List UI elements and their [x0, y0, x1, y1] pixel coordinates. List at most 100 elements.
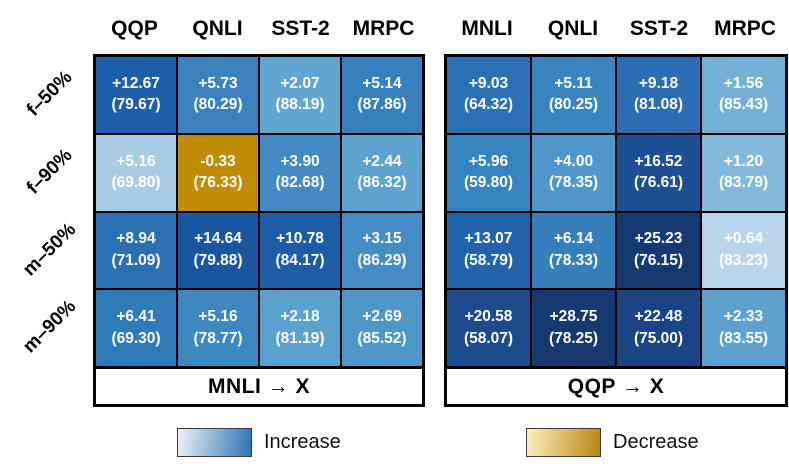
heatmap-cell: +3.15 (86.29): [342, 212, 422, 289]
heatmap-cell: +2.18 (81.19): [260, 290, 340, 366]
cell-accuracy: (58.07): [463, 329, 514, 347]
cell-accuracy: (87.86): [357, 96, 407, 114]
heatmap-cell: +5.16 (69.80): [96, 134, 176, 211]
heatmap-cell: +6.41 (69.30): [96, 290, 176, 366]
column-header: QNLI: [547, 17, 599, 40]
heatmap-cell: -0.33 (76.33): [178, 134, 258, 211]
cell-delta: +28.75: [549, 308, 598, 326]
cell-delta: +2.69: [362, 308, 402, 326]
cell-delta: +1.56: [723, 74, 764, 92]
cell-accuracy: (79.67): [111, 96, 161, 114]
cell-accuracy: (75.00): [633, 329, 684, 347]
cell-accuracy: (78.35): [548, 174, 599, 192]
legend-increase-label: Increase: [264, 431, 341, 453]
column-headers: MNLI QNLI SST-2 MRPC: [444, 8, 788, 50]
column-header: MRPC: [714, 17, 776, 40]
heatmap-cell: +5.96 (59.80): [447, 134, 530, 211]
cell-delta: +20.58: [464, 308, 513, 326]
heatmap-cell: +14.64 (79.88): [178, 212, 258, 289]
panel-title-band: MNLI → X: [93, 369, 425, 407]
cell-accuracy: (78.77): [193, 329, 243, 347]
cell-accuracy: (85.43): [718, 96, 769, 114]
heatmap-cell: +2.33 (83.55): [702, 290, 785, 366]
heatmap-cell: +9.18 (81.08): [617, 57, 700, 133]
cell-accuracy: (80.25): [548, 96, 599, 114]
cell-delta: +3.90: [280, 152, 320, 170]
cell-delta: -0.33: [200, 152, 236, 170]
heatmap-cell: +22.48 (75.00): [617, 290, 700, 366]
cell-accuracy: (84.17): [275, 251, 325, 269]
cell-accuracy: (80.29): [193, 96, 243, 114]
heatmap-cell: +13.07 (58.79): [447, 212, 530, 289]
cell-accuracy: (64.32): [463, 96, 514, 114]
cell-accuracy: (59.80): [463, 174, 514, 192]
column-header: QNLI: [192, 17, 243, 40]
cell-delta: +25.23: [634, 230, 683, 248]
cell-accuracy: (76.33): [193, 174, 243, 192]
cell-delta: +16.52: [634, 152, 683, 170]
decrease-gradient-swatch: [526, 428, 601, 457]
cell-accuracy: (76.15): [633, 251, 684, 269]
column-headers: QQP QNLI SST-2 MRPC: [93, 8, 425, 50]
cell-delta: +0.64: [723, 230, 764, 248]
cell-accuracy: (78.25): [548, 329, 599, 347]
row-label: f–50%: [22, 66, 77, 121]
heatmap-cell: +2.07 (88.19): [260, 57, 340, 133]
cell-delta: +9.18: [638, 74, 679, 92]
cell-accuracy: (82.68): [275, 174, 325, 192]
cell-delta: +4.00: [553, 152, 594, 170]
cell-accuracy: (83.79): [718, 174, 769, 192]
cell-delta: +6.41: [116, 308, 156, 326]
cell-delta: +10.78: [276, 230, 324, 248]
heatmap-cell: +5.16 (78.77): [178, 290, 258, 366]
cell-accuracy: (83.55): [718, 329, 769, 347]
legend-decrease-label: Decrease: [613, 431, 699, 453]
cell-delta: +14.64: [194, 230, 242, 248]
heatmap-cell: +8.94 (71.09): [96, 212, 176, 289]
heatmap-cell: +5.11 (80.25): [532, 57, 615, 133]
legend-increase: Increase: [177, 428, 341, 457]
cell-delta: +2.07: [280, 74, 320, 92]
cell-delta: +5.73: [198, 74, 238, 92]
cell-accuracy: (85.52): [357, 329, 407, 347]
heatmap-cell: +4.00 (78.35): [532, 134, 615, 211]
heatmap-cell: +20.58 (58.07): [447, 290, 530, 366]
cell-accuracy: (81.08): [633, 96, 684, 114]
row-label: m–50%: [19, 218, 81, 280]
heatmap-cell: +25.23 (76.15): [617, 212, 700, 289]
heatmap-cell: +16.52 (76.61): [617, 134, 700, 211]
heatmap-cell: +1.20 (83.79): [702, 134, 785, 211]
column-header: SST-2: [629, 17, 689, 40]
cell-delta: +6.14: [553, 230, 594, 248]
cell-delta: +12.67: [112, 74, 160, 92]
heatmap-cell: +6.14 (78.33): [532, 212, 615, 289]
panel-title: QQP → X: [567, 374, 665, 398]
cell-accuracy: (71.09): [111, 251, 161, 269]
column-header: MNLI: [461, 17, 513, 40]
cell-accuracy: (69.30): [111, 329, 161, 347]
cell-delta: +2.44: [362, 152, 402, 170]
heatmap-cell: +1.56 (85.43): [702, 57, 785, 133]
heatmap-grid: +12.67 (79.67) +5.73 (80.29) +2.07 (88.19) +5.…: [93, 54, 425, 369]
heatmap-cell: +5.73 (80.29): [178, 57, 258, 133]
cell-accuracy: (76.61): [633, 174, 684, 192]
heatmap-cell: +10.78 (84.17): [260, 212, 340, 289]
cell-accuracy: (69.80): [111, 174, 161, 192]
column-header: MRPC: [352, 17, 415, 40]
panel-title: MNLI → X: [208, 374, 310, 398]
cell-delta: +5.96: [468, 152, 509, 170]
increase-gradient-swatch: [177, 428, 252, 457]
cell-accuracy: (58.79): [463, 251, 514, 269]
legend-decrease: Decrease: [526, 428, 699, 457]
cell-accuracy: (81.19): [275, 329, 325, 347]
cell-accuracy: (86.29): [357, 251, 407, 269]
cell-delta: +9.03: [468, 74, 509, 92]
heatmap-cell: +28.75 (78.25): [532, 290, 615, 366]
cell-delta: +13.07: [464, 230, 513, 248]
panel-title-band: QQP → X: [444, 369, 788, 407]
heatmap-panel-qqp-to-x: MNLI QNLI SST-2 MRPC +9.03 (64.32) +5.11 (80.2…: [444, 17, 788, 407]
cell-delta: +3.15: [362, 230, 402, 248]
row-label: m–90%: [19, 296, 81, 358]
cell-delta: +8.94: [116, 230, 156, 248]
